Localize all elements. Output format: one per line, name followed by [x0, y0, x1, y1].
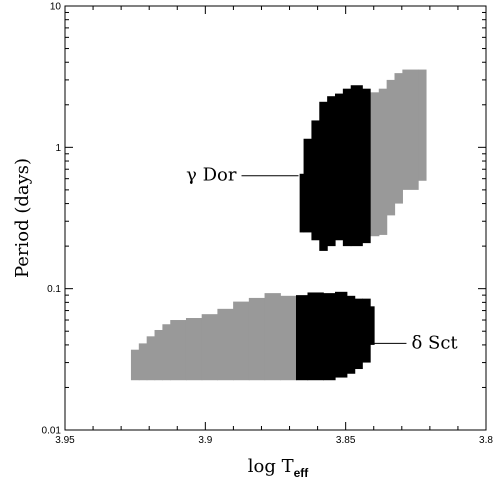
- delta-sct-gray-column: [130, 349, 140, 381]
- delta-sct-black-column: [335, 291, 348, 378]
- delta-sct-black-column: [323, 293, 336, 381]
- y-tick-labels: 0.01 0.1 1 10: [42, 2, 62, 437]
- gamma-dor-label: γ Dor: [186, 165, 237, 186]
- region-delta-sct-gray: [130, 293, 297, 381]
- gamma-dor-black-column: [303, 138, 313, 233]
- delta-sct-black-column: [307, 292, 324, 381]
- delta-sct-black-column: [362, 298, 371, 363]
- delta-sct-gray-column: [185, 318, 203, 381]
- delta-sct-gray-column: [248, 297, 266, 381]
- gamma-dor-gray-column: [402, 69, 419, 190]
- x-axis-title-sub: eff: [294, 466, 310, 480]
- gamma-dor-black-column: [299, 173, 305, 233]
- delta-sct-gray-column: [233, 301, 250, 381]
- axis-ticks: [64, 5, 487, 431]
- delta-sct-black-column: [370, 306, 375, 345]
- delta-sct-gray-column: [154, 329, 163, 381]
- region-delta-sct-black: [295, 291, 375, 381]
- region-gamma-dor-gray: [370, 69, 427, 237]
- gamma-dor-black-column: [327, 96, 336, 247]
- delta-sct-gray-column: [264, 293, 281, 381]
- gamma-dor-black-column: [311, 120, 320, 241]
- region-gamma-dor-black: [299, 85, 371, 251]
- instability-regions: [130, 69, 427, 381]
- delta-sct-gray-column: [217, 308, 234, 381]
- gamma-dor-gray-column: [394, 73, 403, 204]
- delta-sct-black-column: [346, 295, 356, 374]
- y-tick-label: 0.01: [42, 426, 62, 437]
- y-tick-label: 10: [50, 2, 62, 13]
- delta-sct-gray-column: [170, 320, 187, 381]
- x-axis-title-main: log T: [248, 456, 294, 477]
- x-tick-label: 3.85: [336, 435, 356, 446]
- delta-sct-black-column: [295, 295, 309, 381]
- gamma-dor-black-column: [335, 93, 344, 241]
- y-axis-title: Period (days): [12, 158, 33, 278]
- gamma-dor-gray-column: [386, 79, 396, 216]
- gamma-dor-gray-column: [418, 69, 427, 181]
- x-tick-labels: 3.95 3.9 3.85 3.8: [55, 435, 493, 446]
- delta-sct-gray-column: [280, 295, 297, 381]
- plot-frame: [64, 5, 487, 431]
- delta-sct-label: δ Sct: [411, 332, 458, 353]
- gamma-dor-gray-column: [370, 92, 380, 237]
- gamma-dor-black-column: [350, 85, 363, 247]
- x-axis-title: log Teff: [248, 456, 310, 480]
- gamma-dor-black-column: [319, 101, 328, 251]
- gamma-dor-black-column: [342, 88, 352, 247]
- delta-sct-gray-column: [146, 336, 156, 381]
- delta-sct-black-column: [354, 298, 363, 370]
- annotations: γ Dor δ Sct: [186, 165, 458, 354]
- delta-sct-gray-column: [138, 343, 148, 381]
- gamma-dor-black-column: [362, 88, 371, 244]
- delta-sct-gray-column: [162, 324, 171, 381]
- x-tick-label: 3.8: [479, 435, 493, 446]
- delta-sct-gray-column: [201, 314, 219, 381]
- x-tick-label: 3.9: [198, 435, 212, 446]
- x-tick-label: 3.95: [55, 435, 75, 446]
- y-tick-label: 0.1: [47, 284, 61, 295]
- y-tick-label: 1: [55, 143, 61, 154]
- gamma-dor-gray-column: [378, 88, 388, 235]
